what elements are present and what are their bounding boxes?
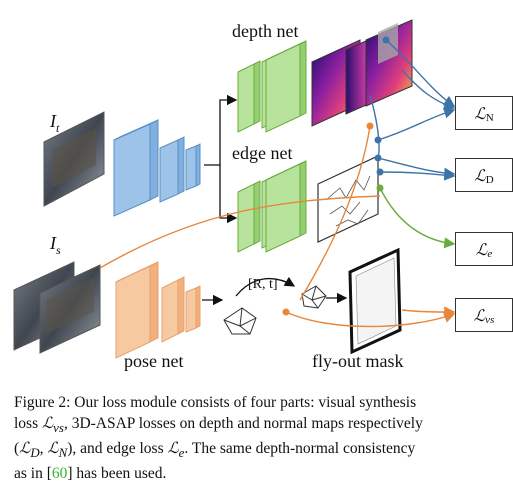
- flyout-mask: [348, 247, 402, 355]
- figure-caption: Figure 2: Our loss module consists of fo…: [14, 392, 504, 484]
- pose-net: [115, 261, 201, 359]
- caption-line-2: loss ℒvs, 3D-ASAP losses on depth and no…: [14, 415, 423, 436]
- depth-net: [237, 40, 307, 133]
- caption-line-4: as in [60] has been used.: [14, 465, 167, 483]
- branch-connectors: [204, 94, 238, 224]
- caption-line-3: (ℒD, ℒN), and edge loss ℒe. The same dep…: [14, 440, 416, 461]
- label-depth-net: depth net: [232, 21, 299, 41]
- green-loss-arrow: [379, 187, 456, 249]
- diagram-canvas: [13, 19, 456, 359]
- blue-dots: [374, 36, 390, 176]
- label-rt: [R, t]: [248, 277, 278, 292]
- label-is: Is: [50, 233, 61, 257]
- citation-link[interactable]: 60: [51, 465, 68, 483]
- green-dot: [376, 184, 384, 192]
- wireframe-left: [223, 307, 257, 335]
- shared-encoder: [113, 119, 201, 217]
- orange-loss-arrows: [99, 125, 456, 328]
- caption-line-1: Figure 2: Our loss module consists of fo…: [14, 394, 417, 411]
- label-edge-net: edge net: [232, 143, 293, 163]
- input-image-is: [13, 261, 101, 354]
- orange-dots: [282, 122, 374, 316]
- wireframe-right: [301, 285, 327, 309]
- transform-arrow: [235, 276, 296, 297]
- diagram: It Is depth net edge net pose net fly-ou…: [13, 19, 513, 371]
- depth-normal-maps: [311, 19, 413, 127]
- input-image-it: [43, 111, 105, 207]
- label-flyout-mask: fly-out mask: [312, 351, 404, 371]
- label-it: It: [50, 111, 60, 135]
- edge-net: [237, 160, 307, 253]
- label-pose-net: pose net: [124, 351, 184, 371]
